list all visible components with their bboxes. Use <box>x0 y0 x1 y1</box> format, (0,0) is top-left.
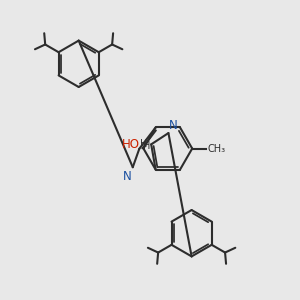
Text: CH₃: CH₃ <box>208 143 226 154</box>
Text: N: N <box>123 169 132 183</box>
Text: H: H <box>140 139 148 149</box>
Text: H: H <box>143 141 150 152</box>
Text: HO: HO <box>122 138 140 152</box>
Text: N: N <box>169 119 178 132</box>
